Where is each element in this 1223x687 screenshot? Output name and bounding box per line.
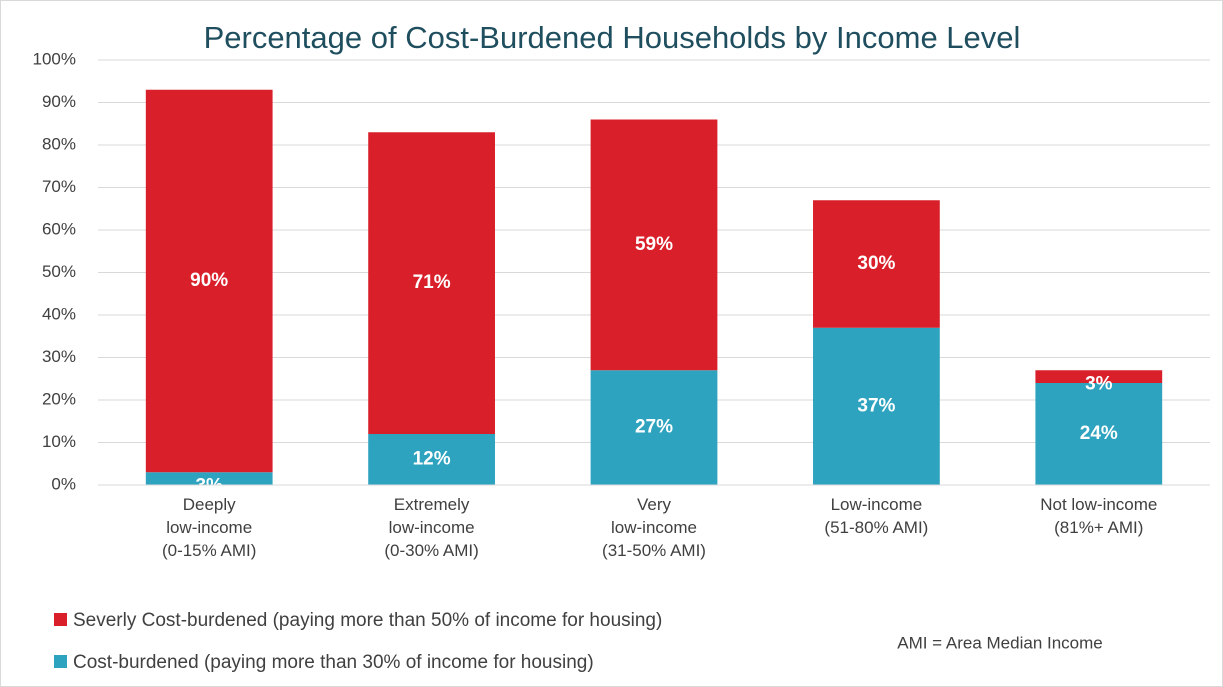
y-tick-label: 20% (42, 389, 76, 408)
bar-segment (145, 472, 273, 485)
bar-segment (813, 327, 940, 485)
data-label: 90% (190, 270, 228, 291)
x-tick-label: Not low-income (81%+ AMI) (1040, 495, 1157, 537)
legend-label: Cost-burdened (paying more than 30% of i… (73, 652, 594, 673)
data-label: 3% (1085, 374, 1113, 395)
chart-title: Percentage of Cost-Burdened Households b… (204, 20, 1021, 55)
y-tick-label: 30% (42, 347, 76, 366)
data-label: 12% (413, 449, 451, 470)
bar-segment (368, 132, 495, 434)
data-label: 71% (413, 272, 451, 293)
y-tick-label: 0% (51, 474, 76, 493)
y-tick-label: 90% (42, 92, 76, 111)
bar-segment (1035, 370, 1163, 383)
y-tick-label: 80% (42, 134, 76, 153)
bar-segment (590, 119, 718, 371)
x-tick-label: Very low-income (31-50% AMI) (602, 495, 706, 560)
y-tick-label: 100% (33, 49, 76, 68)
data-label: 37% (857, 395, 895, 416)
bar-segment (368, 434, 495, 485)
legend-label: Severly Cost-burdened (paying more than … (73, 610, 662, 631)
bar-segment (145, 89, 273, 473)
y-tick-label: 70% (42, 177, 76, 196)
data-label: 30% (857, 253, 895, 274)
data-label: 59% (635, 234, 673, 255)
data-label: 27% (635, 417, 673, 438)
data-label: 3% (195, 476, 223, 497)
legend-swatch (54, 613, 67, 626)
x-tick-label: Extremely low-income (0-30% AMI) (384, 495, 478, 560)
bar-segment (590, 370, 718, 485)
y-tick-label: 10% (42, 432, 76, 451)
y-tick-label: 60% (42, 219, 76, 238)
bar-segment (813, 200, 940, 328)
x-tick-label: Deeply low-income (0-15% AMI) (162, 495, 256, 560)
bar-segment (1035, 383, 1163, 485)
annotation: AMI = Area Median Income (897, 633, 1103, 652)
x-tick-label: Low-income (51-80% AMI) (824, 495, 928, 537)
data-label: 24% (1080, 423, 1118, 444)
y-tick-label: 40% (42, 304, 76, 323)
legend-swatch (54, 655, 67, 668)
y-tick-label: 50% (42, 262, 76, 281)
